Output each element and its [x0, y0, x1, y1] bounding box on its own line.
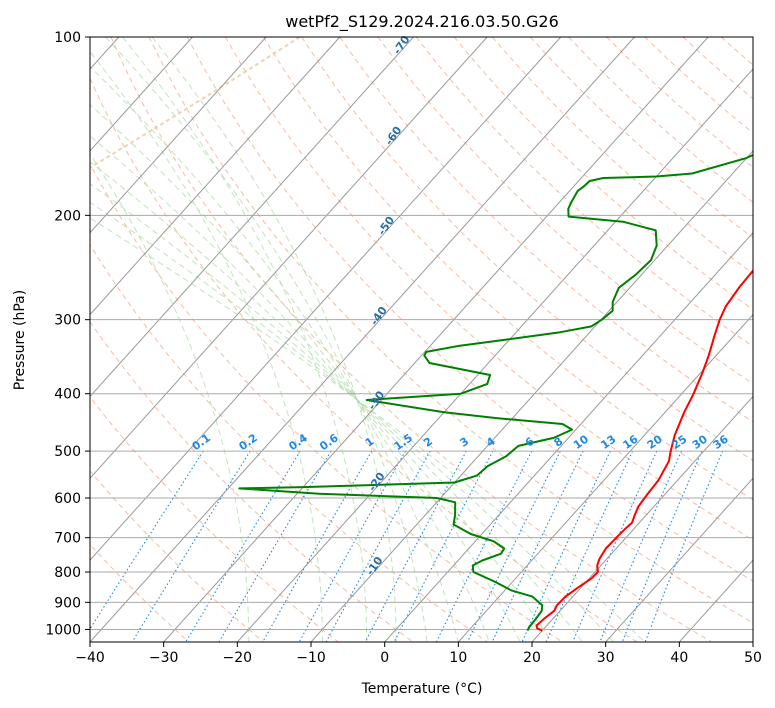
x-tick-label: −40 [75, 650, 105, 666]
dry-adiabat-line [90, 76, 638, 642]
mixing-ratio-line [521, 450, 611, 642]
y-tick-label: 500 [54, 444, 81, 460]
x-tick-label: 50 [744, 650, 762, 666]
mixing-ratio-line [364, 450, 467, 642]
mixing-ratio-line [131, 450, 251, 642]
y-tick-label: 200 [54, 208, 81, 224]
y-tick-label: 1000 [45, 622, 81, 638]
x-tick-label: 0 [380, 650, 389, 666]
x-tick-label: 10 [449, 650, 467, 666]
moist-adiabat-line [105, 37, 428, 642]
dry-adiabat-line [224, 37, 753, 541]
series-layer [238, 153, 753, 632]
moist-adiabat-line [151, 37, 397, 642]
mixing-ratio-line [545, 450, 633, 642]
dry-adiabat-line [90, 243, 488, 642]
isotherm-line [605, 477, 753, 642]
y-tick-label: 300 [54, 313, 81, 329]
isotherm-line [90, 37, 267, 234]
dry-adiabat-line [148, 37, 753, 624]
y-tick-label: 600 [54, 491, 81, 507]
isotherm-line [163, 37, 709, 642]
mixing-ratio-line [298, 450, 406, 642]
isotherm-line [90, 37, 414, 398]
moist-adiabat-line [90, 66, 459, 642]
mixing-ratio-line [644, 450, 724, 642]
mixing-ratio-line [621, 450, 703, 642]
moist-adiabat-line [90, 153, 250, 642]
grid-lines [90, 37, 753, 642]
background-lines [90, 37, 753, 642]
isotherm-line [310, 150, 753, 642]
isotherm-line [90, 37, 193, 152]
x-tick-label: −10 [296, 650, 326, 666]
mixing-ratio-line [262, 450, 373, 642]
isotherm-line [90, 37, 562, 561]
temperature-profile-line [535, 269, 753, 632]
mixing-ratio-line [467, 450, 561, 642]
y-tick-label: 100 [54, 30, 81, 46]
dry-adiabat-line [90, 543, 190, 642]
x-axis-label: Temperature (°C) [361, 681, 483, 697]
chart-title: wetPf2_S129.2024.216.03.50.G26 [285, 12, 559, 32]
isotherm-line [90, 37, 341, 316]
dry-adiabat-line [90, 162, 563, 642]
dry-adiabat-line [90, 470, 264, 642]
x-ticks: −40 −30 −20 −10 0 10 20 30 40 50 [75, 642, 762, 666]
dewpoint-profile-line [238, 153, 753, 632]
dry-adiabat-line [90, 396, 339, 642]
dry-adiabat-line [263, 37, 753, 501]
y-tick-label: 900 [54, 595, 81, 611]
dry-adiabat-line [301, 37, 753, 462]
mixing-ratio-line [435, 450, 533, 642]
x-tick-label: −30 [149, 650, 179, 666]
moist-adiabat-line [90, 217, 646, 642]
x-tick-label: 20 [523, 650, 541, 666]
y-tick-label: 400 [54, 387, 81, 403]
y-ticks: 100 200 300 400 500 600 700 800 900 1000 [45, 30, 90, 638]
y-axis-label: Pressure (hPa) [12, 290, 28, 390]
y-tick-label: 700 [54, 531, 81, 547]
x-tick-label: −20 [223, 650, 253, 666]
y-tick-label: 800 [54, 565, 81, 581]
x-tick-label: 30 [597, 650, 615, 666]
x-tick-label: 40 [670, 650, 688, 666]
moist-adiabat-line [90, 103, 490, 642]
isotherm-line [90, 37, 635, 642]
moist-adiabat-line [90, 50, 323, 642]
mixing-ratio-line [325, 450, 431, 642]
isotherm-line [457, 313, 753, 642]
moist-adiabat-line [90, 135, 521, 642]
isotherm-line [531, 395, 753, 642]
dry-adiabat-line [186, 37, 753, 582]
isotherm-line [384, 231, 753, 642]
moist-adiabat-line [122, 37, 368, 642]
isotherm-line [90, 37, 488, 480]
plot-frame [89, 36, 754, 643]
